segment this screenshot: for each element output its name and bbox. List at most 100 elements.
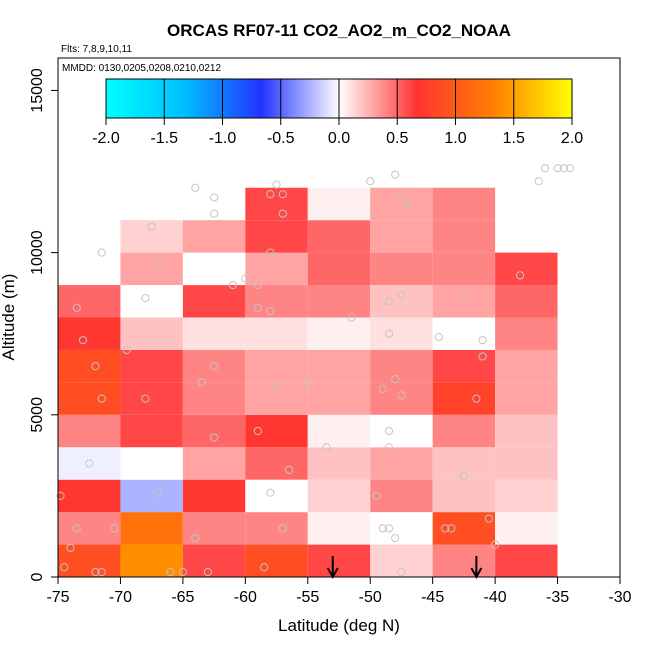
- heatmap-cell: [245, 382, 307, 414]
- heatmap-cell: [120, 415, 182, 447]
- heatmap-cell: [120, 480, 182, 512]
- heatmap-cell: [308, 545, 370, 577]
- x-tick-label: -50: [359, 589, 382, 606]
- heatmap-cell: [245, 512, 307, 544]
- heatmap-cell: [245, 285, 307, 317]
- colorbar-tick-label: -1.0: [209, 130, 237, 147]
- y-tick-label: 10000: [29, 230, 46, 275]
- heatmap-cell: [308, 318, 370, 350]
- heatmap-cell: [120, 220, 182, 252]
- heatmap-cell: [58, 350, 120, 382]
- heatmap-cell: [120, 253, 182, 285]
- heatmap-cell: [245, 480, 307, 512]
- heatmap-cell: [120, 318, 182, 350]
- heatmap-cell: [433, 545, 495, 577]
- heatmap-cell: [183, 480, 245, 512]
- heatmap-cell: [308, 285, 370, 317]
- heatmap-cell: [433, 253, 495, 285]
- heatmap-cell: [308, 512, 370, 544]
- heatmap-cell: [58, 480, 120, 512]
- data-point: [273, 181, 280, 188]
- heatmap-cell: [495, 512, 557, 544]
- x-tick-label: -75: [46, 589, 69, 606]
- colorbar-tick-label: 1.0: [444, 130, 466, 147]
- colorbar-tick-label: 1.5: [503, 130, 525, 147]
- heatmap-cell: [183, 285, 245, 317]
- heatmap-cell: [58, 382, 120, 414]
- heatmap-cell: [58, 415, 120, 447]
- heatmap-cell: [495, 318, 557, 350]
- heatmap-cell: [120, 382, 182, 414]
- y-tick-label: 0: [29, 572, 46, 581]
- data-point: [367, 178, 374, 185]
- heatmap-cell: [370, 447, 432, 479]
- y-tick-label: 5000: [29, 397, 46, 433]
- heatmap-cell: [495, 285, 557, 317]
- heatmap-cell: [308, 220, 370, 252]
- heatmap-cell: [183, 253, 245, 285]
- heatmap-cell: [433, 188, 495, 220]
- heatmap-cell: [433, 285, 495, 317]
- colorbar-tick-label: 0.5: [386, 130, 408, 147]
- heatmap-cell: [245, 350, 307, 382]
- heatmap-cell: [308, 382, 370, 414]
- heatmap-cell: [370, 545, 432, 577]
- x-tick-label: -60: [234, 589, 257, 606]
- colorbar-tick-label: 2.0: [561, 130, 583, 147]
- heatmap-cell: [370, 188, 432, 220]
- heatmap-cell: [308, 350, 370, 382]
- heatmap-cell: [308, 415, 370, 447]
- heatmap-cell: [433, 480, 495, 512]
- heatmap-cell: [245, 188, 307, 220]
- chart-title: ORCAS RF07-11 CO2_AO2_m_CO2_NOAA: [167, 21, 511, 40]
- chart: ORCAS RF07-11 CO2_AO2_m_CO2_NOAA Flts: 7…: [0, 0, 650, 650]
- heatmap-cell: [58, 285, 120, 317]
- heatmap-cell: [58, 318, 120, 350]
- heatmap-cell: [495, 447, 557, 479]
- data-point: [392, 171, 399, 178]
- heatmap-cell: [120, 447, 182, 479]
- heatmap-cell: [308, 188, 370, 220]
- heatmap-cell: [370, 415, 432, 447]
- colorbar-tick-label: -2.0: [92, 130, 120, 147]
- heatmap-cell: [433, 220, 495, 252]
- x-tick-label: -70: [109, 589, 132, 606]
- heatmap-cell: [183, 415, 245, 447]
- flights-label: Flts: 7,8,9,10,11: [61, 44, 132, 55]
- heatmap-cell: [58, 447, 120, 479]
- heatmap-cell: [370, 350, 432, 382]
- heatmap-cell: [433, 318, 495, 350]
- x-tick-label: -30: [608, 589, 631, 606]
- heatmap-cell: [308, 480, 370, 512]
- data-point: [541, 165, 548, 172]
- data-point: [211, 210, 218, 217]
- heatmap-cell: [120, 350, 182, 382]
- data-point: [535, 178, 542, 185]
- heatmap-cell: [245, 318, 307, 350]
- heatmap-cell: [370, 318, 432, 350]
- heatmap-cell: [120, 512, 182, 544]
- data-point: [211, 194, 218, 201]
- heatmap-cell: [183, 318, 245, 350]
- x-tick-label: -65: [171, 589, 194, 606]
- heatmap-cell: [120, 285, 182, 317]
- data-point: [192, 184, 199, 191]
- heatmap-cell: [370, 220, 432, 252]
- x-tick-label: -35: [546, 589, 569, 606]
- heatmap-cell: [245, 220, 307, 252]
- data-point: [98, 249, 105, 256]
- heatmap-cell: [495, 545, 557, 577]
- heatmap-cell: [495, 350, 557, 382]
- heatmap-cell: [245, 253, 307, 285]
- heatmap-cell: [370, 285, 432, 317]
- colorbar-tick-label: 0.0: [328, 130, 350, 147]
- heatmap-cell: [308, 253, 370, 285]
- heatmap-cell: [433, 447, 495, 479]
- x-tick-label: -55: [296, 589, 319, 606]
- dates-label: MMDD: 0130,0205,0208,0210,0212: [62, 63, 221, 74]
- heatmap-cell: [370, 253, 432, 285]
- y-axis-label: Altitude (m): [0, 274, 18, 361]
- heatmap-cell: [308, 447, 370, 479]
- x-axis-label: Latitude (deg N): [278, 616, 400, 635]
- heatmap-cell: [245, 447, 307, 479]
